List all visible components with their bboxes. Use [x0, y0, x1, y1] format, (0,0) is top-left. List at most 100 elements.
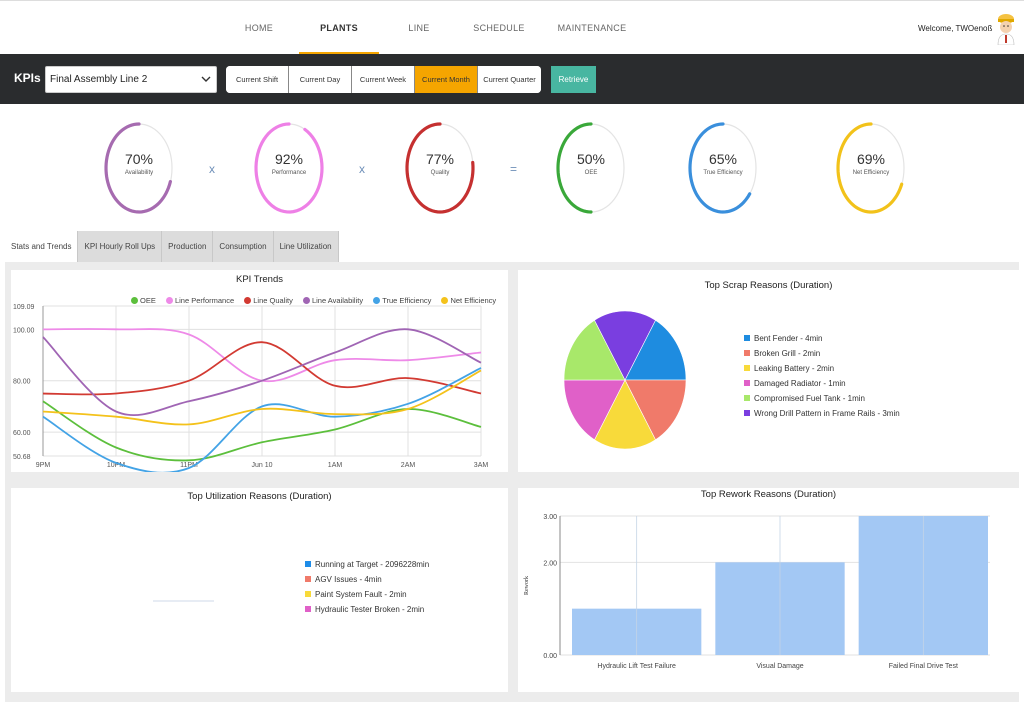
legend-item-oee[interactable]: OEE [131, 296, 156, 305]
gauge-ring [836, 122, 905, 214]
y-tick-label: 60.00 [13, 430, 31, 437]
period-current-day[interactable]: Current Day [289, 66, 352, 93]
legend-item[interactable]: Leaking Battery - 2min [744, 364, 900, 379]
tab-production[interactable]: Production [162, 231, 214, 262]
kpi-toolbar: KPIs Final Assembly Line 2 Current Shift… [0, 54, 1024, 104]
tab-line-utilization[interactable]: Line Utilization [273, 231, 339, 262]
nav-plants[interactable]: PLANTS [320, 23, 358, 33]
period-current-week[interactable]: Current Week [352, 66, 415, 93]
utilization-legend: Running at Target - 2096228min AGV Issues… [305, 560, 429, 620]
multiply-operator: x [359, 162, 365, 176]
tab-content: KPI Trends OEE Line Performance Line Qua… [5, 262, 1019, 702]
multiply-operator: x [209, 162, 215, 176]
utilization-reasons-title: Top Utilization Reasons (Duration) [187, 491, 332, 502]
gauge-performance: 92% Performance [251, 120, 327, 216]
legend-item-line-performance[interactable]: Line Performance [165, 296, 234, 305]
legend-item-line-quality[interactable]: Line Quality [244, 296, 293, 305]
x-tick-label: 11PM [180, 462, 198, 469]
nav-home[interactable]: HOME [244, 23, 274, 33]
gauge-value: 65% [708, 151, 738, 167]
x-tick-label: 1AM [328, 462, 343, 469]
gauge-oee: 50% OEE [553, 120, 629, 216]
nav-maintenance[interactable]: MAINTENANCE [557, 23, 627, 33]
x-tick-label: 2AM [401, 462, 416, 469]
series-line-net-efficiency[interactable] [42, 369, 482, 426]
legend-swatch [305, 591, 311, 597]
gauge-label: Availability [124, 170, 154, 176]
legend-item-line-availability[interactable]: Line Availability [302, 296, 364, 305]
series-line-line-quality[interactable] [42, 341, 482, 396]
gauge-value: 92% [274, 151, 304, 167]
legend-swatch [305, 606, 311, 612]
period-current-quarter[interactable]: Current Quarter [478, 66, 541, 93]
utilization-reasons-panel: Top Utilization Reasons (Duration) Runni… [11, 488, 508, 692]
legend-dot [302, 297, 310, 304]
legend-item[interactable]: Paint System Fault - 2min [305, 590, 429, 605]
tab-consumption[interactable]: Consumption [213, 231, 274, 262]
tab-bar: Stats and Trends KPI Hourly Roll Ups Pro… [5, 231, 339, 262]
rework-reasons-title: Top Rework Reasons (Duration) [700, 489, 837, 500]
pie-slice-compromised-fuel-tank[interactable] [563, 319, 626, 381]
gauge-label: Performance [271, 170, 307, 176]
tab-stats-and-trends[interactable]: Stats and Trends [5, 231, 79, 262]
gauge-ring [405, 122, 475, 214]
y-tick-label: 100.00 [13, 327, 35, 334]
gauge-arc [405, 122, 475, 214]
scrap-reasons-title: Top Scrap Reasons (Duration) [704, 280, 833, 291]
kpi-trends-panel: KPI Trends OEE Line Performance Line Qua… [11, 270, 508, 472]
legend-label: Line Quality [253, 296, 293, 305]
legend-dot [441, 297, 449, 304]
x-tick-label: Visual Damage [756, 663, 803, 670]
gauge-net-efficiency: 69% Net Efficiency [833, 120, 909, 216]
period-current-month[interactable]: Current Month [415, 66, 478, 93]
pie-slice-leaking-battery[interactable] [594, 379, 656, 450]
legend-item[interactable]: Running at Target - 2096228min [305, 560, 429, 575]
nav-schedule[interactable]: SCHEDULE [473, 23, 525, 33]
legend-item[interactable]: Damaged Radiator - 1min [744, 379, 900, 394]
legend-label: AGV Issues - 4min [315, 575, 382, 584]
legend-label: Damaged Radiator - 1min [754, 379, 846, 388]
legend-item[interactable]: Bent Fender - 4min [744, 334, 900, 349]
x-tick-label: Hydraulic Lift Test Failure [597, 663, 676, 670]
pie-slice-bent-fender[interactable] [624, 319, 687, 381]
legend-item[interactable]: Compromised Fuel Tank - 1min [744, 394, 900, 409]
legend-item-true-efficiency[interactable]: True Efficiency [373, 296, 431, 305]
user-avatar-icon[interactable] [994, 11, 1018, 45]
gauge-ring [104, 122, 173, 214]
pie-slice-wrong-drill-pattern-in-frame-rails[interactable] [594, 310, 656, 381]
line-select[interactable]: Final Assembly Line 2 [45, 66, 217, 93]
utilization-pie-chart [152, 600, 215, 602]
scrap-legend: Bent Fender - 4min Broken Grill - 2min Lea… [744, 334, 900, 424]
legend-item[interactable]: Wrong Drill Pattern in Frame Rails - 3mi… [744, 409, 900, 424]
retrieve-button[interactable]: Retrieve [551, 66, 596, 93]
y-tick-label: 0.00 [543, 653, 557, 660]
pie-slice-broken-grill[interactable] [624, 379, 687, 441]
legend-label: Running at Target - 2096228min [315, 560, 430, 569]
chevron-down-icon [201, 76, 211, 82]
legend-item-net-efficiency[interactable]: Net Efficiency [441, 296, 496, 305]
legend-label: Compromised Fuel Tank - 1min [754, 394, 866, 403]
scrap-pie-chart [563, 310, 687, 450]
legend-item[interactable]: AGV Issues - 4min [305, 575, 429, 590]
scrap-reasons-panel: Top Scrap Reasons (Duration) Bent Fender… [518, 270, 1019, 472]
legend-item[interactable]: Hydraulic Tester Broken - 2min [305, 605, 429, 620]
gauge-label: OEE [584, 170, 598, 176]
period-current-shift[interactable]: Current Shift [226, 66, 289, 93]
gauge-arc [688, 122, 752, 214]
rework-bar-chart: 3.00 2.00 0.00 Rework Hydraulic Lift Test Fa… [524, 514, 990, 670]
legend-dot [244, 297, 252, 304]
gauge-ring [254, 122, 324, 214]
kpi-gauges: 70% Availability x 92% Performance x 77%… [0, 104, 1024, 230]
tab-kpi-hourly-roll-ups[interactable]: KPI Hourly Roll Ups [78, 231, 163, 262]
gauge-arc [104, 122, 172, 214]
series-line-true-efficiency[interactable] [42, 367, 482, 472]
legend-dot [131, 297, 138, 304]
legend-label: OEE [140, 296, 156, 305]
legend-item[interactable]: Broken Grill - 2min [744, 349, 900, 364]
y-tick-label: 109.09 [13, 304, 35, 311]
series-line-line-availability[interactable] [42, 328, 482, 417]
gauge-label: True Efficiency [703, 170, 743, 176]
nav-line[interactable]: LINE [408, 23, 430, 33]
pie-slice-damaged-radiator[interactable] [563, 379, 626, 441]
legend-label: Line Availability [311, 296, 364, 305]
